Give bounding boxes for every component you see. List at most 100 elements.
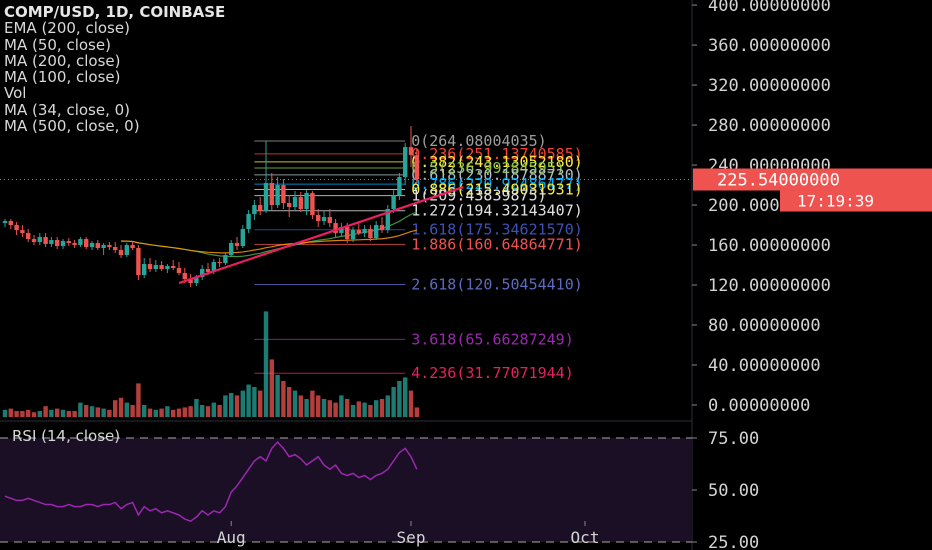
candle-body — [107, 245, 112, 248]
candle-body — [200, 269, 205, 278]
volume-bar — [101, 408, 106, 417]
rsi-line — [4, 441, 418, 523]
indicator-ma-500[interactable]: MA (500, close, 0) — [4, 117, 140, 136]
rsi-band-fill — [0, 438, 692, 542]
candle-body — [14, 225, 19, 231]
volume-bar — [26, 409, 31, 417]
candle-body — [327, 217, 332, 224]
volume-bar — [37, 411, 42, 417]
candle-body — [188, 279, 193, 284]
volume-bar — [408, 390, 414, 417]
candle-body — [95, 243, 100, 249]
volume-bar — [240, 390, 245, 417]
fib-level-label: 1.618(175.34621570) — [411, 221, 583, 239]
candle-body — [20, 230, 25, 234]
rsi-tick-label: 25.00 — [708, 533, 759, 550]
moving-average-line — [120, 229, 417, 254]
rsi-label[interactable]: RSI (14, close) — [12, 427, 121, 445]
price-tick-label: 400.00000000 — [708, 0, 831, 16]
volume-bar — [362, 402, 367, 417]
candle-body — [84, 239, 89, 248]
candle-body — [316, 215, 321, 222]
chart-title: COMP/USD, 1D, COINBASE — [4, 3, 226, 21]
volume-bar — [194, 399, 199, 417]
candle-body — [333, 223, 338, 234]
volume-bar — [292, 390, 298, 417]
volume-bar — [171, 409, 176, 417]
fib-level-label: 1(209.43839875) — [411, 187, 546, 205]
volume-bar — [327, 400, 332, 417]
volume-bar — [200, 405, 205, 417]
time-axis[interactable]: Aug Sep Oct — [217, 521, 600, 547]
fib-level-label: 2.618(120.50454410) — [411, 276, 583, 294]
price-tick-label: 280.00000000 — [708, 116, 831, 136]
volume-bar — [298, 395, 303, 417]
candle-body — [113, 247, 118, 251]
volume-bar — [72, 411, 77, 417]
fib-level-label: 3.618(65.66287249) — [411, 330, 574, 348]
indicator-ma-34[interactable]: MA (34, close, 0) — [4, 100, 131, 119]
volume-bar — [275, 375, 280, 417]
candle-body — [408, 147, 414, 156]
volume-bar — [333, 402, 338, 417]
indicator-volume[interactable]: Vol — [4, 84, 27, 103]
fib-level-label: 0.236(251.13740585) — [411, 145, 583, 163]
volume-bar — [339, 395, 344, 417]
volume-bar — [356, 401, 361, 417]
volume-bar — [263, 311, 269, 417]
volume-bar — [397, 381, 402, 417]
volume-bar — [14, 411, 19, 417]
candle-body — [368, 229, 373, 239]
candle-body — [153, 265, 158, 270]
volume-bar — [304, 399, 309, 417]
candle-body — [118, 250, 124, 256]
trendline[interactable] — [178, 186, 464, 285]
indicator-ma-200[interactable]: MA (200, close) — [4, 51, 121, 70]
candle-body — [240, 229, 245, 247]
indicator-ma-100[interactable]: MA (100, close) — [4, 68, 121, 87]
candle-body — [60, 241, 66, 247]
fibonacci-retracement[interactable]: 0(264.08004035)0.236(251.13740585)0.382(… — [254, 132, 583, 382]
volume-bar — [385, 395, 390, 417]
candle-body — [101, 245, 106, 249]
rsi-pane: 75.00 50.00 25.00 — [0, 429, 759, 550]
candle-body — [258, 205, 263, 212]
candle-body — [298, 197, 303, 210]
candle-body — [8, 221, 13, 226]
candle-body — [362, 229, 367, 234]
candle-body — [304, 193, 309, 210]
volume-bar — [8, 408, 13, 417]
volume-bar — [287, 387, 292, 417]
price-tick-label: 40.00000000 — [708, 356, 821, 376]
volume-bar — [403, 377, 408, 417]
volume-bar — [124, 402, 129, 417]
indicator-ema-200[interactable]: EMA (200, close) — [4, 19, 130, 38]
fib-level-label: 0(264.08004035) — [411, 132, 546, 150]
volume-bar — [118, 397, 124, 417]
candle-body — [292, 197, 298, 208]
candle-body — [374, 225, 379, 239]
candle-body — [275, 185, 280, 206]
trendline-segment — [178, 186, 464, 285]
fib-level-label: 0.5(236.99284595) — [411, 159, 565, 177]
candle-body — [159, 265, 164, 270]
countdown-label: 17:19:39 — [797, 192, 874, 211]
indicator-ma-50[interactable]: MA (50, close) — [4, 35, 111, 54]
candlesticks — [2, 126, 419, 288]
candle-body — [281, 185, 286, 204]
volume-bar — [89, 406, 95, 417]
volume-bar — [234, 395, 240, 417]
candle-body — [2, 221, 8, 224]
rsi-tick-label: 75.00 — [708, 429, 759, 449]
volume-bar — [229, 393, 234, 417]
volume-bar — [310, 390, 315, 417]
price-tick-label: 120.00000000 — [708, 276, 831, 296]
candle-body — [194, 277, 199, 284]
candle-body — [391, 195, 396, 210]
volume-bar — [379, 399, 385, 417]
fib-level-label: 0.618(230.18788730) — [411, 166, 583, 184]
volume-bar — [258, 390, 263, 417]
volume-bar — [60, 409, 66, 417]
rsi-tick-label: 50.00 — [708, 481, 759, 501]
